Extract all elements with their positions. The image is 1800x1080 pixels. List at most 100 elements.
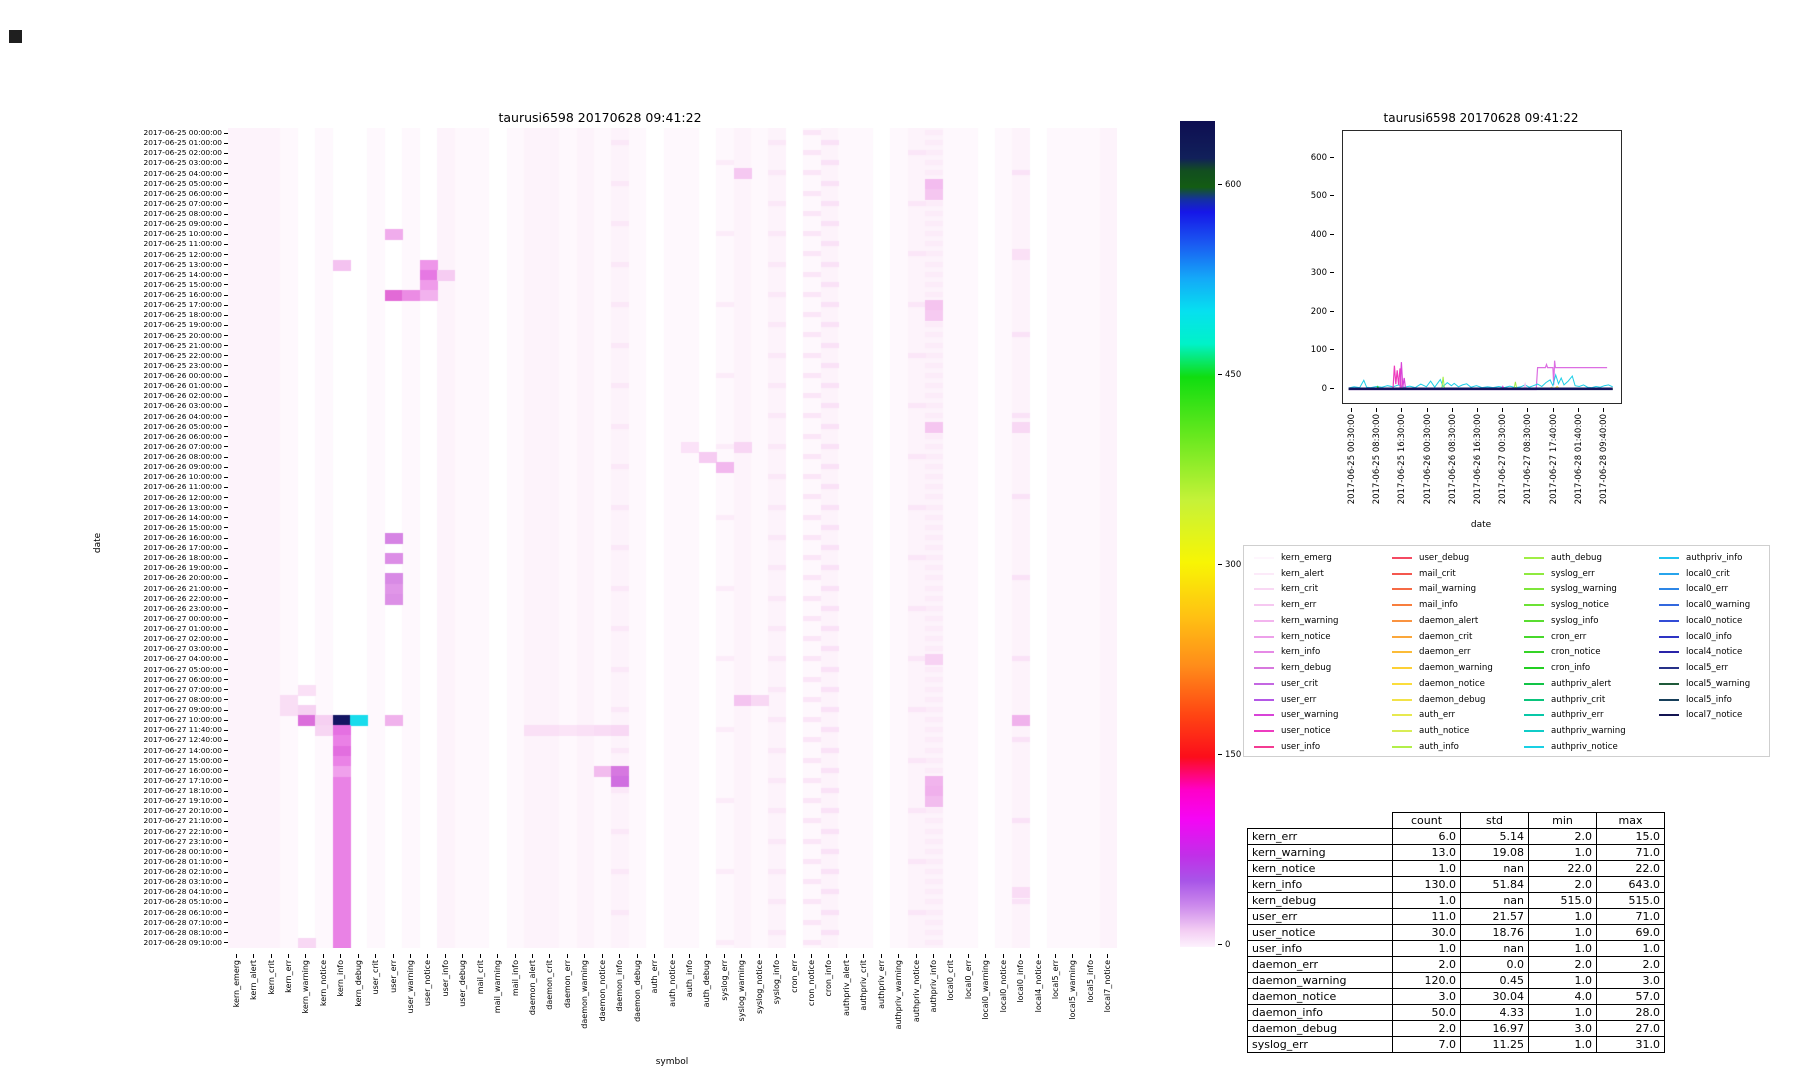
stats-row-label: syslog_err (1247, 1036, 1393, 1053)
stats-cell: 120.0 (1392, 972, 1461, 989)
heatmap-y-tick-label: 2017-06-27 06:00:00 (8, 675, 228, 685)
stats-cell: 2.0 (1528, 876, 1597, 893)
stats-cell: 1.0 (1528, 844, 1597, 861)
heatmap-x-tick-label: authpriv_alert (842, 954, 852, 1049)
legend-item: local0_crit (1655, 566, 1776, 582)
heatmap-y-tick-label: 2017-06-27 16:00:00 (8, 766, 228, 776)
stats-cell: 2.0 (1528, 828, 1597, 845)
legend-label: kern_err (1281, 600, 1317, 611)
line-chart-xlabel: date (1470, 520, 1492, 530)
stats-table: count std min max kern_err 6.0 5.14 2.0 15.0 ker… (1247, 812, 1665, 1053)
heatmap-x-tick-label: kern_debug (354, 954, 364, 1049)
heatmap-x-tick-label: daemon_err (563, 954, 573, 1049)
legend-swatch (1524, 604, 1544, 607)
legend-item: syslog_notice (1520, 597, 1655, 613)
line-chart-y-tick-label: 100 (1304, 346, 1334, 355)
heatmap-y-tick-label: 2017-06-25 09:00:00 (8, 219, 228, 229)
heatmap-y-tick-label: 2017-06-25 07:00:00 (8, 199, 228, 209)
heatmap-y-tick-label: 2017-06-27 11:40:00 (8, 725, 228, 735)
heatmap-title: taurusi6598 20170628 09:41:22 (498, 110, 702, 125)
legend-item: local5_info (1655, 692, 1776, 708)
heatmap-y-tick-label: 2017-06-26 10:00:00 (8, 472, 228, 482)
heatmap-x-tick-label: user_err (389, 954, 399, 1049)
heatmap-y-tick-label: 2017-06-27 17:10:00 (8, 776, 228, 786)
heatmap-x-tick-label: local0_notice (999, 954, 1009, 1049)
legend-label: daemon_notice (1419, 678, 1485, 689)
stats-row-label: daemon_debug (1247, 1020, 1393, 1037)
heatmap-y-tick-label: 2017-06-25 17:00:00 (8, 300, 228, 310)
stats-cell: 1.0 (1596, 940, 1665, 957)
legend-item: auth_debug (1520, 550, 1655, 566)
line-chart-x-tick-label: 2017-06-26 08:30:00 (1448, 408, 1459, 508)
stats-cell: 0.45 (1460, 972, 1529, 989)
heatmap-y-tick-label: 2017-06-27 03:00:00 (8, 644, 228, 654)
stats-table-corner (1248, 813, 1393, 829)
legend-label: auth_err (1419, 710, 1456, 721)
legend-swatch (1524, 714, 1544, 717)
stats-cell: nan (1460, 892, 1529, 909)
stats-cell: 130.0 (1392, 876, 1461, 893)
heatmap-x-tick-label: authpriv_info (929, 954, 939, 1049)
colorbar (1180, 121, 1215, 947)
legend-swatch (1254, 682, 1274, 685)
heatmap-y-axis: 2017-06-25 00:00:00 2017-06-25 01:00:00 20… (0, 0, 228, 1080)
legend-swatch (1392, 572, 1412, 575)
legend-label: authpriv_alert (1551, 678, 1612, 689)
heatmap-y-tick-label: 2017-06-26 20:00:00 (8, 573, 228, 583)
heatmap-y-tick-label: 2017-06-28 06:10:00 (8, 908, 228, 918)
stats-table-row: syslog_err 7.0 11.25 1.0 31.0 (1247, 1036, 1665, 1053)
heatmap-x-tick-label: local0_info (1016, 954, 1026, 1049)
heatmap-y-tick-label: 2017-06-28 05:10:00 (8, 897, 228, 907)
stats-cell: 4.0 (1528, 988, 1597, 1005)
legend-swatch (1659, 572, 1679, 575)
heatmap-x-tick-label: cron_info (824, 954, 834, 1049)
stats-cell: 2.0 (1392, 1020, 1461, 1037)
line-chart-x-tick-label: 2017-06-27 00:30:00 (1498, 408, 1509, 508)
heatmap-y-tick-label: 2017-06-28 07:10:00 (8, 918, 228, 928)
stats-row-label: kern_warning (1247, 844, 1393, 861)
legend-label: user_notice (1281, 726, 1331, 737)
legend-label: auth_notice (1419, 726, 1470, 737)
legend-label: user_warning (1281, 710, 1339, 721)
legend-swatch (1659, 714, 1679, 717)
heatmap-y-tick-label: 2017-06-25 01:00:00 (8, 138, 228, 148)
heatmap-xlabel: symbol (655, 1057, 689, 1067)
heatmap-x-tick-label: user_info (441, 954, 451, 1049)
series-legend: kern_emerg kern_alert kern_crit kern_err ker… (1243, 545, 1770, 757)
legend-swatch (1659, 698, 1679, 701)
heatmap-y-tick-label: 2017-06-27 20:10:00 (8, 806, 228, 816)
legend-label: authpriv_info (1686, 552, 1743, 563)
series-line-authpriv_info (1348, 373, 1613, 389)
heatmap-x-tick-label: mail_info (511, 954, 521, 1049)
legend-swatch (1524, 556, 1544, 559)
colorbar-tick-label: 300 (1218, 561, 1241, 570)
stats-cell: 11.25 (1460, 1036, 1529, 1053)
stats-table-row: kern_err 6.0 5.14 2.0 15.0 (1247, 828, 1665, 845)
stats-table-col-header: min (1528, 812, 1597, 829)
heatmap-y-tick-label: 2017-06-25 13:00:00 (8, 260, 228, 270)
legend-item: kern_alert (1250, 566, 1388, 582)
colorbar-tick-label: 450 (1218, 371, 1241, 380)
line-chart-y-tick-label: 600 (1304, 153, 1334, 163)
heatmap-y-tick-label: 2017-06-27 00:00:00 (8, 614, 228, 624)
heatmap-y-tick-label: 2017-06-27 18:10:00 (8, 786, 228, 796)
heatmap-y-tick-label: 2017-06-27 15:00:00 (8, 756, 228, 766)
stats-cell: 19.08 (1460, 844, 1529, 861)
heatmap-x-tick-label: auth_notice (668, 954, 678, 1049)
line-chart-y-tick-label: 400 (1304, 230, 1334, 240)
legend-swatch (1254, 635, 1274, 638)
heatmap-y-tick-label: 2017-06-25 04:00:00 (8, 169, 228, 179)
heatmap-y-tick-label: 2017-06-27 22:10:00 (8, 827, 228, 837)
legend-swatch (1392, 651, 1412, 654)
heatmap-y-tick-label: 2017-06-26 18:00:00 (8, 553, 228, 563)
legend-swatch (1524, 651, 1544, 654)
line-chart-x-tick-label: 2017-06-26 16:30:00 (1473, 408, 1484, 508)
heatmap-y-tick-label: 2017-06-26 22:00:00 (8, 594, 228, 604)
legend-item: syslog_info (1520, 613, 1655, 629)
legend-label: daemon_warning (1419, 663, 1493, 674)
heatmap-y-tick-label: 2017-06-27 10:00:00 (8, 715, 228, 725)
legend-label: authpriv_err (1551, 710, 1604, 721)
stats-table-row: user_notice 30.0 18.76 1.0 69.0 (1247, 924, 1665, 941)
legend-item: cron_err (1520, 629, 1655, 645)
legend-label: daemon_err (1419, 647, 1471, 658)
